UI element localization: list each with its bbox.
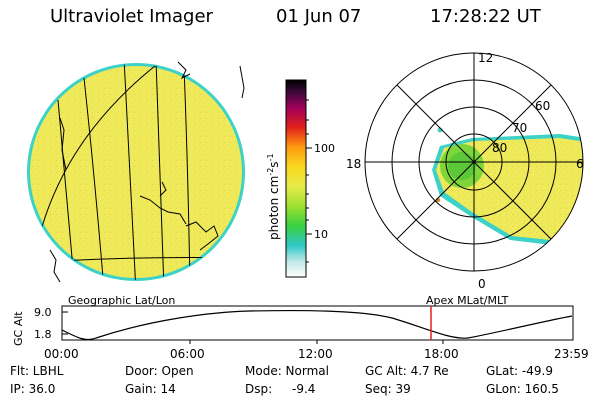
xtick-1800: 18:00 <box>424 347 459 361</box>
flt-info: Flt: LBHL <box>10 364 64 378</box>
colorbar-gradient <box>285 79 307 278</box>
mlt-label-6: 6 <box>576 157 584 171</box>
colorbar-units: photon cm-2s-1 <box>266 153 281 240</box>
colorbar-tick-10: 10 <box>314 228 328 241</box>
glon-info: GLon: 160.5 <box>486 382 559 396</box>
colorbar-tick-100: 100 <box>314 142 335 155</box>
xtick-2359: 23:59 <box>554 347 589 361</box>
polar-plot: 12 0 18 6 60 70 80 <box>346 51 584 291</box>
mlat-label-60: 60 <box>535 99 550 113</box>
xtick-1200: 12:00 <box>298 347 333 361</box>
geo-caption: Geographic Lat/Lon <box>68 294 175 307</box>
door-info: Door: Open <box>125 364 194 378</box>
xtick-0600: 06:00 <box>170 347 205 361</box>
time-label: 17:28:22 UT <box>430 6 541 27</box>
polar-caption: Apex MLat/MLT <box>426 294 509 307</box>
mlt-label-18: 18 <box>346 157 361 171</box>
gc-alt-info: GC Alt: 4.7 Re <box>365 364 449 378</box>
coastline <box>49 61 245 283</box>
altitude-ylabel: GC Alt <box>12 311 25 346</box>
altitude-ytick-bottom: 1.8 <box>34 328 52 341</box>
geographic-globe <box>27 61 245 283</box>
mlat-label-70: 70 <box>512 121 527 135</box>
altitude-ytick-top: 9.0 <box>34 306 52 319</box>
seq-info: Seq: 39 <box>365 382 411 396</box>
colorbar: 100 10 photon cm-2s-1 <box>266 79 335 278</box>
mlt-label-0: 0 <box>478 277 486 291</box>
date-label: 01 Jun 07 <box>276 6 362 27</box>
glat-info: GLat: -49.9 <box>486 364 553 378</box>
polar-grid <box>364 52 584 272</box>
xtick-0000: 00:00 <box>44 347 79 361</box>
gain-info: Gain: 14 <box>125 382 176 396</box>
mode-info: Mode: Normal <box>245 364 329 378</box>
ip-info: IP: 36.0 <box>10 382 56 396</box>
instrument-title: Ultraviolet Imager <box>50 6 213 27</box>
auroral-oval <box>432 127 583 248</box>
dsp-value: -9.4 <box>292 382 316 396</box>
mlat-label-80: 80 <box>492 141 507 155</box>
dsp-label: Dsp: <box>245 382 273 396</box>
altitude-curve <box>61 309 573 341</box>
altitude-plot: 9.0 1.8 GC Alt 00:00 06:00 12:00 18:00 2… <box>12 305 589 361</box>
mlt-label-12: 12 <box>478 51 493 65</box>
